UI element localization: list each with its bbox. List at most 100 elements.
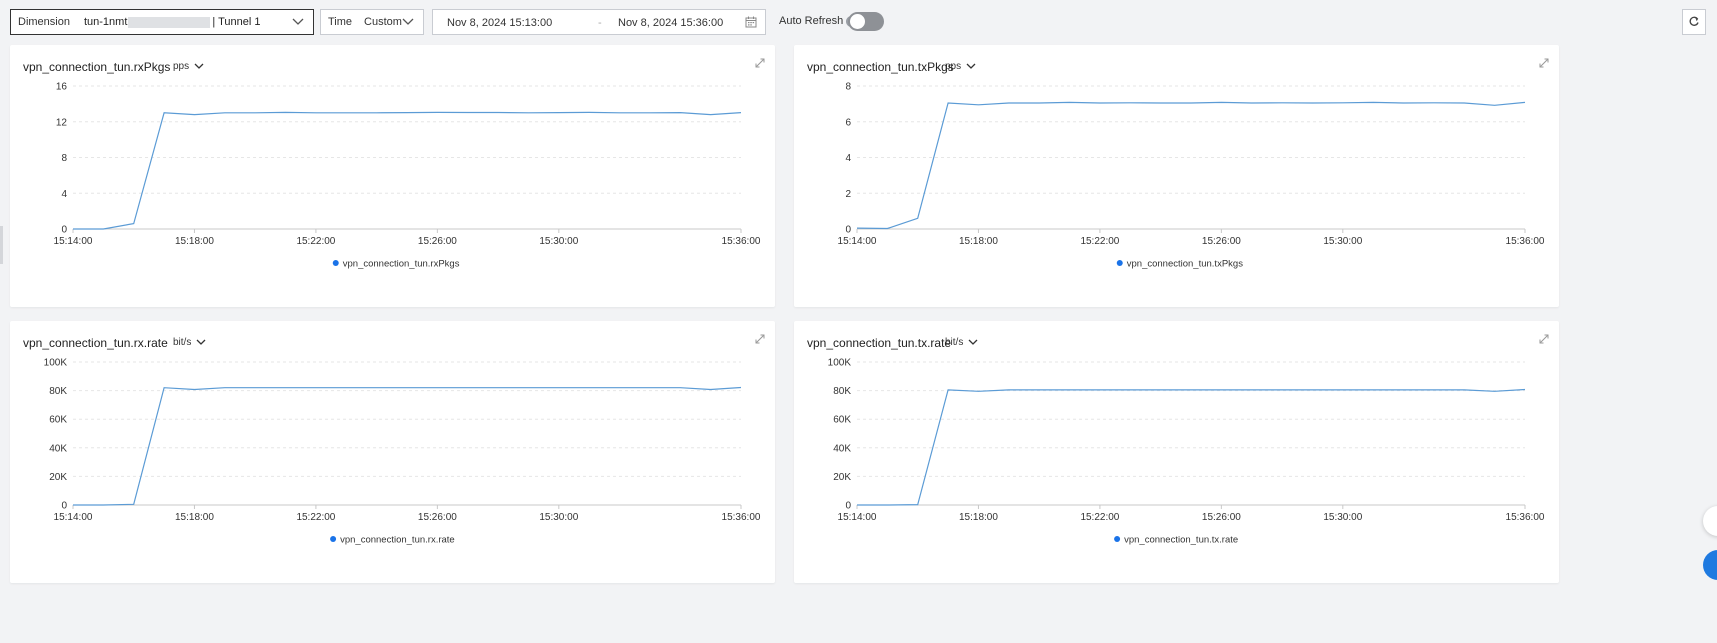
x-tick-label: 15:26:00: [1202, 512, 1241, 523]
x-tick-label: 15:22:00: [1080, 512, 1119, 523]
floating-assistant-button[interactable]: [1703, 550, 1717, 580]
legend-label: vpn_connection_tun.rx.rate: [340, 535, 455, 546]
y-tick-label: 8: [845, 82, 851, 93]
time-value: Custom: [364, 16, 402, 28]
x-tick-label: 15:22:00: [296, 236, 335, 247]
dimension-select[interactable]: Dimension tun-1nmt | Tunnel 1: [10, 9, 314, 35]
chart-panel-tx-rate: vpn_connection_tun.tx.rate bit/s 0 20K 40K…: [794, 321, 1559, 583]
range-start[interactable]: Nov 8, 2024 15:13:00: [447, 17, 553, 29]
x-tick-label: 15:22:00: [1080, 236, 1119, 247]
y-tick-label: 100K: [44, 358, 68, 369]
y-tick-label: 80K: [49, 386, 67, 397]
date-range-picker[interactable]: Nov 8, 2024 15:13:00 - Nov 8, 2024 15:36…: [432, 9, 766, 35]
series-line: [73, 111, 742, 230]
series-line: [856, 101, 1526, 230]
unit-select[interactable]: bit/s: [173, 337, 206, 348]
x-tick-label: 15:30:00: [1323, 236, 1362, 247]
y-tick-label: 20K: [833, 472, 851, 483]
x-tick-label: 15:18:00: [175, 236, 214, 247]
range-end[interactable]: Nov 8, 2024 15:36:00: [618, 17, 724, 29]
y-tick-label: 60K: [833, 415, 851, 426]
chevron-down-icon: [292, 18, 304, 25]
y-tick-label: 0: [845, 501, 851, 512]
x-tick-label: 15:30:00: [539, 236, 578, 247]
legend-dot: [332, 260, 339, 266]
y-tick-label: 6: [845, 117, 851, 128]
y-tick-label: 4: [61, 189, 67, 200]
x-tick-label: 15:18:00: [175, 512, 214, 523]
chevron-down-icon: [968, 339, 978, 345]
x-tick-label: 15:26:00: [1202, 236, 1241, 247]
x-tick-label: 15:36:00: [722, 236, 761, 247]
chevron-down-icon: [402, 18, 414, 25]
time-select[interactable]: Time Custom: [320, 9, 424, 35]
y-tick-label: 40K: [833, 443, 851, 454]
toggle-knob: [850, 14, 865, 29]
x-tick-label: 15:30:00: [539, 512, 578, 523]
y-tick-label: 0: [845, 225, 851, 236]
y-tick-label: 0: [61, 501, 67, 512]
x-tick-label: 15:22:00: [296, 512, 335, 523]
unit-select[interactable]: pps: [945, 61, 976, 72]
legend-dot: [330, 536, 337, 542]
chevron-down-icon: [194, 63, 204, 69]
refresh-icon: [1689, 16, 1699, 26]
toolbar: Dimension tun-1nmt | Tunnel 1 Time Custo…: [0, 0, 1717, 44]
panel-title: vpn_connection_tun.rx.rate: [23, 336, 168, 350]
line-chart: 0 20K 40K 60K 80K 100K 15:14:00 15:18:00 15:22:0…: [828, 358, 1545, 546]
y-tick-label: 80K: [833, 386, 851, 397]
legend-label: vpn_connection_tun.txPkgs: [1127, 259, 1243, 270]
refresh-button[interactable]: [1682, 9, 1706, 35]
auto-refresh: Auto Refresh ?: [779, 15, 858, 27]
chevron-down-icon: [196, 339, 206, 345]
chart-panel-txpkgs: vpn_connection_tun.txPkgs pps 0 2 4 6 8 15:14…: [794, 45, 1559, 307]
series-line: [857, 388, 1526, 506]
auto-refresh-label: Auto Refresh: [779, 15, 844, 27]
legend-dot: [1116, 260, 1123, 266]
y-tick-label: 12: [56, 117, 68, 128]
x-tick-label: 15:36:00: [1506, 512, 1545, 523]
side-collapse-tab[interactable]: [0, 226, 3, 264]
unit-label: pps: [173, 61, 190, 72]
y-tick-label: 0: [61, 225, 67, 236]
y-tick-label: 100K: [828, 358, 852, 369]
panel-title: vpn_connection_tun.tx.rate: [807, 336, 952, 350]
line-chart: 0 2 4 6 8 15:14:00 15:18:00 15:22:00 15:26:00 15:…: [838, 82, 1545, 270]
calendar-icon: [745, 16, 757, 28]
floating-help-button[interactable]: [1703, 506, 1717, 536]
legend-label: vpn_connection_tun.rxPkgs: [343, 259, 460, 270]
expand-icon[interactable]: [1538, 333, 1550, 345]
panel-title: vpn_connection_tun.rxPkgs: [23, 60, 171, 74]
y-tick-label: 8: [61, 153, 67, 164]
unit-label: pps: [945, 61, 962, 72]
x-tick-label: 15:14:00: [54, 512, 93, 523]
range-separator: -: [598, 17, 602, 29]
x-tick-label: 15:14:00: [54, 236, 93, 247]
dimension-value-prefix: tun-1nmt: [83, 16, 128, 28]
y-tick-label: 16: [56, 82, 68, 93]
x-tick-label: 15:30:00: [1323, 512, 1362, 523]
x-tick-label: 15:36:00: [722, 512, 761, 523]
expand-icon[interactable]: [754, 333, 766, 345]
y-tick-label: 20K: [49, 472, 67, 483]
dimension-value: tun-1nmt | Tunnel 1: [70, 16, 261, 28]
dimension-value-suffix: | Tunnel 1: [212, 16, 261, 28]
auto-refresh-toggle[interactable]: [848, 12, 884, 31]
x-tick-label: 15:18:00: [959, 236, 998, 247]
y-tick-label: 60K: [49, 415, 67, 426]
x-tick-label: 15:14:00: [838, 236, 877, 247]
expand-icon[interactable]: [754, 57, 766, 69]
y-tick-label: 2: [845, 189, 851, 200]
x-tick-label: 15:26:00: [418, 512, 457, 523]
unit-select[interactable]: pps: [173, 61, 204, 72]
unit-select[interactable]: bit/s: [945, 337, 978, 348]
expand-icon[interactable]: [1538, 57, 1550, 69]
line-chart: 0 4 8 12 16 15:14:00 15:18:00 15:22:00 15:26:00 1…: [54, 82, 761, 270]
time-label: Time: [328, 16, 353, 28]
unit-label: bit/s: [945, 337, 964, 348]
legend-dot: [1114, 536, 1121, 542]
y-tick-label: 40K: [49, 443, 67, 454]
redacted-mask: [128, 16, 211, 28]
series-line: [73, 386, 742, 506]
x-tick-label: 15:36:00: [1506, 236, 1545, 247]
